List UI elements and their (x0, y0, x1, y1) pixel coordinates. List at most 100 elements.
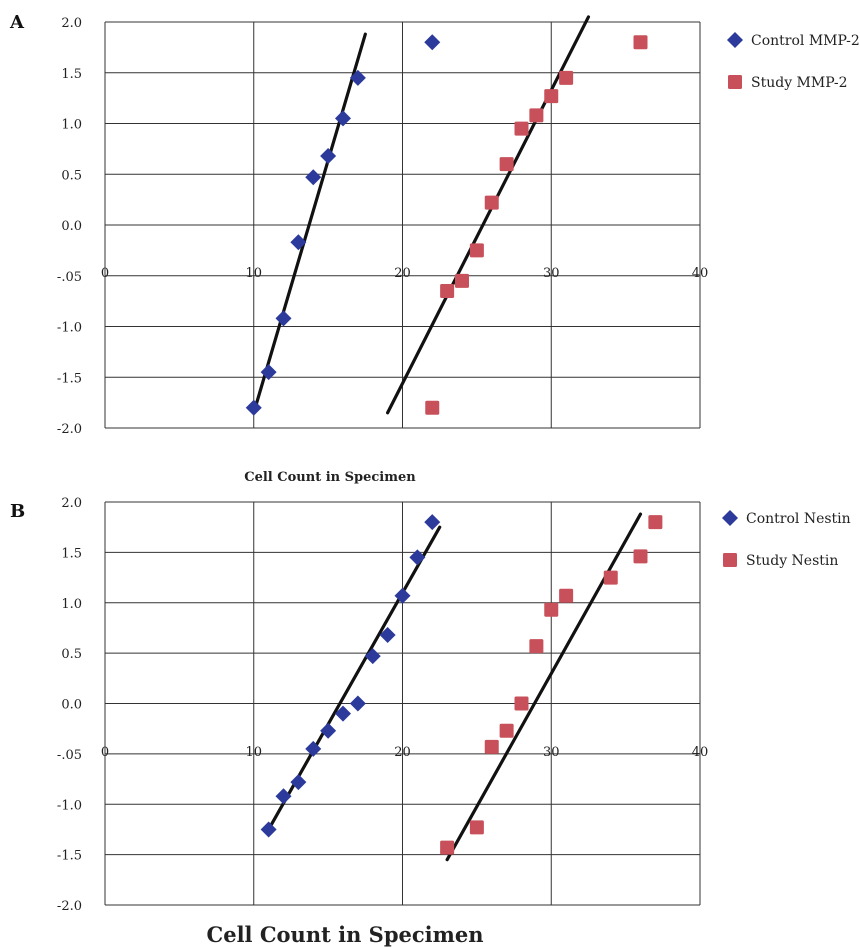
panel-b-x-axis-title: Cell Count in Specimen (207, 922, 484, 947)
panel-a-y-tick-label: 1.5 (61, 67, 82, 82)
panel-b-legend: Control Nestin Study Nestin (722, 510, 851, 569)
panel-a-y-tick-label: -2.0 (57, 422, 82, 437)
panel-a-x-tick-label: 30 (543, 266, 560, 281)
panel-a-point-control (349, 69, 366, 86)
panel-b-point-study (559, 588, 574, 603)
panel-b-y-tick-label: -1.0 (57, 798, 82, 813)
panel-b-point-study (544, 602, 559, 617)
panel-b-y-tick-label: 2.0 (61, 496, 82, 511)
panel-b-y-tick-label: 1.0 (61, 597, 82, 612)
panel-a-x-ticks: 0 10 20 30 40 (101, 266, 708, 281)
panel-a-point-study (529, 108, 544, 123)
panel-b-y-ticks: 2.0 1.5 1.0 0.5 0.0 -.05 -1.0 -1.5 -2.0 (57, 496, 82, 914)
panel-a-point-control (290, 234, 307, 251)
panel-b-x-tick-label: 30 (543, 745, 560, 760)
panel-b-point-control (394, 587, 411, 604)
panel-a-point-control (335, 110, 351, 127)
panel-b-legend-label-study: Study Nestin (746, 553, 838, 569)
panel-a-point-control (245, 399, 262, 416)
panel-a-y-tick-label: 0.5 (61, 168, 82, 183)
panel-b-y-tick-label: -2.0 (57, 899, 82, 914)
panel-b-fit-lines (267, 512, 643, 862)
panel-a-y-tick-label: 2.0 (61, 16, 82, 31)
panel-b-point-control (335, 705, 351, 722)
panel-a-legend-label-control: Control MMP-2 (751, 33, 860, 49)
panel-a-point-study (484, 195, 499, 210)
panel-a-point-control (305, 169, 322, 186)
panel-a-legend: Control MMP-2 Study MMP-2 (727, 32, 860, 91)
panel-a-y-tick-label: 0.0 (61, 219, 82, 234)
panel-a-x-tick-label: 10 (245, 266, 262, 281)
panel-a-point-study (559, 70, 574, 85)
panel-b-legend-marker-study (723, 553, 737, 567)
panel-b-point-control (275, 788, 292, 805)
panel-b: B 2.0 1.5 1.0 0.5 0.0 -.05 -1.0 -1.5 -2.0 0 10 20 3… (10, 496, 851, 947)
panel-a-point-study (499, 157, 514, 172)
panel-a-fit-lines (252, 15, 591, 415)
panel-a-x-tick-label: 20 (394, 266, 411, 281)
panel-a-point-study (425, 400, 440, 415)
panel-b-point-control (320, 722, 337, 739)
panel-b-y-tick-label: 0.0 (61, 698, 82, 713)
panel-a-point-study (455, 273, 469, 288)
panel-a-point-study (514, 121, 529, 136)
panel-a-y-tick-label: -1.5 (57, 371, 82, 386)
panel-b-point-study (633, 549, 648, 564)
panel-a-grid (104, 21, 701, 429)
panel-a-x-tick-label: 0 (101, 266, 109, 281)
panel-a-point-study (544, 89, 559, 104)
panel-a-point-study (469, 243, 484, 258)
panel-a-point-study (440, 283, 455, 298)
panel-b-point-control (364, 648, 381, 665)
panel-b-point-control (349, 695, 366, 712)
panel-a-x-axis-title: Cell Count in Specimen (244, 470, 416, 485)
panel-a-y-tick-label: -1.0 (57, 321, 82, 336)
panel-a-y-ticks: 2.0 1.5 1.0 0.5 0.0 -.05 -1.0 -1.5 -2.0 (57, 16, 82, 437)
panel-b-point-study (440, 840, 455, 855)
panel-b-y-tick-label: -.05 (57, 748, 82, 763)
panel-b-point-control (290, 774, 307, 791)
panel-b-point-study (603, 570, 618, 585)
panel-b-fit-line-study (445, 512, 643, 862)
panel-b-point-study (529, 639, 544, 654)
panel-a-y-tick-label: -.05 (57, 270, 82, 285)
panel-a-point-control (424, 34, 441, 51)
panel-b-point-control (424, 514, 441, 531)
panel-a-x-tick-label: 40 (692, 266, 709, 281)
panel-b-points (260, 514, 663, 855)
panel-b-y-tick-label: 0.5 (61, 647, 82, 662)
panel-a-point-study (633, 35, 648, 50)
panel-b-point-study (499, 723, 514, 738)
panel-a-points (245, 34, 648, 416)
panel-b-legend-label-control: Control Nestin (746, 511, 851, 527)
panel-b-letter: B (10, 501, 25, 522)
panel-b-legend-marker-control (722, 510, 738, 526)
panel-b-x-tick-label: 0 (101, 745, 109, 760)
panel-b-point-control (305, 740, 322, 757)
panel-b-x-ticks: 0 10 20 30 40 (101, 745, 708, 760)
panel-b-point-study (484, 739, 499, 754)
panel-b-point-study (514, 696, 529, 711)
panel-a-legend-label-study: Study MMP-2 (751, 75, 848, 91)
panel-b-point-control (379, 626, 396, 643)
panel-a-point-control (320, 147, 337, 164)
panel-b-point-control (260, 821, 277, 838)
panel-a-fit-line-study (386, 15, 591, 415)
panel-b-y-tick-label: -1.5 (57, 849, 82, 864)
panel-b-x-tick-label: 20 (394, 745, 411, 760)
panel-b-point-control (409, 549, 426, 566)
panel-a-legend-marker-control (727, 32, 743, 48)
panel-b-x-tick-label: 40 (692, 745, 709, 760)
panel-a-point-control (275, 310, 292, 327)
panel-a-y-tick-label: 1.0 (61, 118, 82, 133)
panel-a-legend-marker-study (728, 75, 742, 89)
panel-b-grid (104, 501, 701, 906)
panel-b-x-tick-label: 10 (245, 745, 262, 760)
panel-b-point-study (469, 820, 484, 835)
panel-b-y-tick-label: 1.5 (61, 546, 82, 561)
panel-a-fit-line-control (252, 32, 367, 415)
panel-b-point-study (648, 515, 663, 530)
panel-a-letter: A (9, 12, 25, 33)
panel-a: A 2.0 1.5 1.0 0.5 0.0 -.05 -1.0 -1.5 -2.0 0 10 20 3… (9, 12, 860, 485)
